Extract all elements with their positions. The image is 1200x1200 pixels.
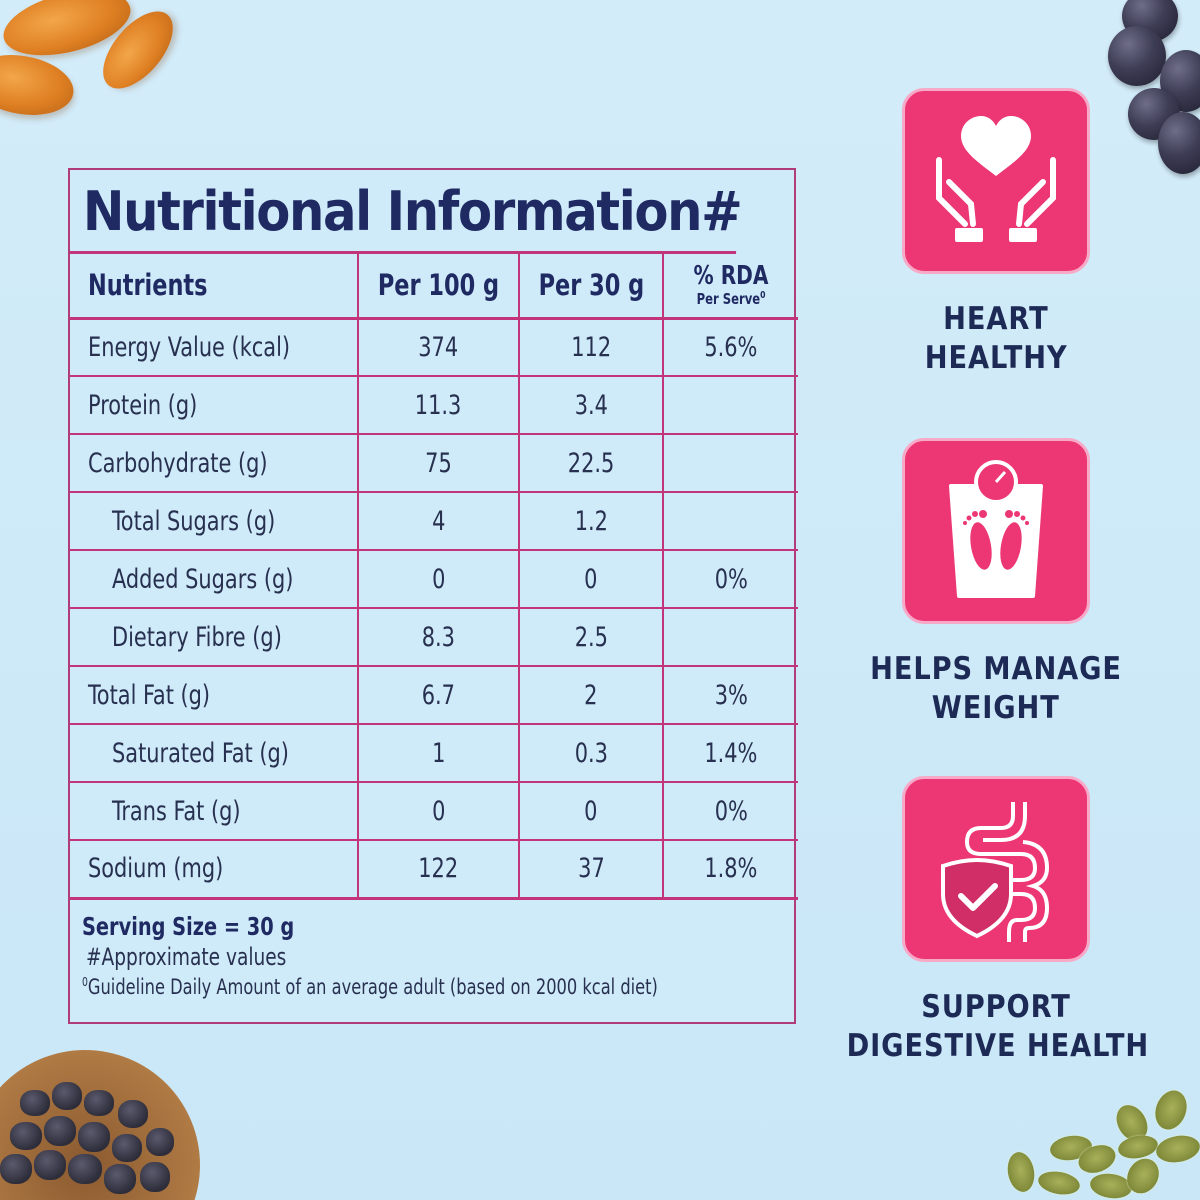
per-30g-value: 112 [519, 318, 664, 377]
nutrition-table: Nutritional Information# Nutrients Per 1… [68, 168, 798, 1024]
table-row: Dietary Fibre (g) 8.3 2.5 [70, 608, 798, 667]
per-100g-value: 4 [358, 492, 520, 551]
weighing-scale-icon [902, 438, 1090, 624]
per-30g-value: 22.5 [519, 434, 664, 493]
per-100g-value: 75 [358, 434, 520, 493]
guideline-note: 0Guideline Daily Amount of an average ad… [82, 974, 658, 999]
nutrient-name: Sodium (mg) [70, 840, 359, 900]
per-100g-value: 122 [358, 840, 520, 900]
table-header-row: Nutrients Per 100 g Per 30 g % RDA Per S… [70, 254, 798, 320]
approx-note: #Approximate values [86, 942, 287, 971]
per-100g-value: 11.3 [358, 376, 520, 435]
digestive-shield-icon [902, 776, 1090, 962]
per-100g-value: 0 [358, 550, 520, 609]
nutrient-name: Trans Fat (g) [70, 782, 359, 841]
header-per-100g: Per 100 g [358, 254, 520, 320]
header-nutrients: Nutrients [70, 254, 359, 320]
header-rda: % RDA Per Serve0 [663, 254, 798, 320]
raisins-bowl-image [0, 1050, 200, 1200]
rda-value: 3% [663, 666, 798, 725]
rda-value: 0% [663, 550, 798, 609]
nutrient-name: Added Sugars (g) [70, 550, 359, 609]
serving-size: Serving Size = 30 g [82, 911, 295, 941]
rda-value: 5.6% [663, 318, 798, 377]
nutrient-name: Saturated Fat (g) [70, 724, 359, 783]
per-100g-value: 0 [358, 782, 520, 841]
rda-value [663, 492, 798, 551]
benefit-heart-healthy: HEART HEALTHY [826, 88, 1166, 378]
per-30g-value: 2.5 [519, 608, 664, 667]
per-30g-value: 1.2 [519, 492, 664, 551]
table-row: Trans Fat (g) 0 0 0% [70, 782, 798, 841]
table-footer: Serving Size = 30 g #Approximate values … [70, 900, 794, 999]
nutrition-grid: Nutrients Per 100 g Per 30 g % RDA Per S… [70, 254, 798, 900]
per-100g-value: 8.3 [358, 608, 520, 667]
nutrient-name: Dietary Fibre (g) [70, 608, 359, 667]
per-30g-value: 3.4 [519, 376, 664, 435]
per-30g-value: 0.3 [519, 724, 664, 783]
per-100g-value: 6.7 [358, 666, 520, 725]
table-row: Carbohydrate (g) 75 22.5 [70, 434, 798, 493]
table-row: Saturated Fat (g) 1 0.3 1.4% [70, 724, 798, 783]
per-100g-value: 1 [358, 724, 520, 783]
nutrient-name: Total Sugars (g) [70, 492, 359, 551]
nutrient-name: Carbohydrate (g) [70, 434, 359, 493]
rda-value [663, 608, 798, 667]
benefit-manage-weight: HELPS MANAGE WEIGHT [826, 438, 1166, 728]
page-title: Nutritional Information# [70, 170, 743, 254]
header-per-30g: Per 30 g [519, 254, 664, 320]
per-30g-value: 0 [519, 782, 664, 841]
per-30g-value: 2 [519, 666, 664, 725]
heart-hands-icon [902, 88, 1090, 274]
rda-value: 0% [663, 782, 798, 841]
rda-value [663, 434, 798, 493]
table-row: Sodium (mg) 122 37 1.8% [70, 840, 798, 900]
table-row: Total Fat (g) 6.7 2 3% [70, 666, 798, 725]
per-30g-value: 0 [519, 550, 664, 609]
almonds-image [0, 0, 200, 123]
nutrient-name: Energy Value (kcal) [70, 318, 359, 377]
rda-value [663, 376, 798, 435]
table-row: Energy Value (kcal) 374 112 5.6% [70, 318, 798, 377]
pumpkin-seeds-image [1000, 1080, 1200, 1200]
table-row: Protein (g) 11.3 3.4 [70, 376, 798, 435]
grapes-image [1100, 0, 1200, 180]
per-100g-value: 374 [358, 318, 520, 377]
rda-value: 1.4% [663, 724, 798, 783]
nutrient-name: Protein (g) [70, 376, 359, 435]
nutrient-name: Total Fat (g) [70, 666, 359, 725]
rda-value: 1.8% [663, 840, 798, 900]
benefit-digestive-health: SUPPORT DIGESTIVE HEALTH [826, 776, 1166, 1066]
per-30g-value: 37 [519, 840, 664, 900]
table-row: Added Sugars (g) 0 0 0% [70, 550, 798, 609]
table-row: Total Sugars (g) 4 1.2 [70, 492, 798, 551]
